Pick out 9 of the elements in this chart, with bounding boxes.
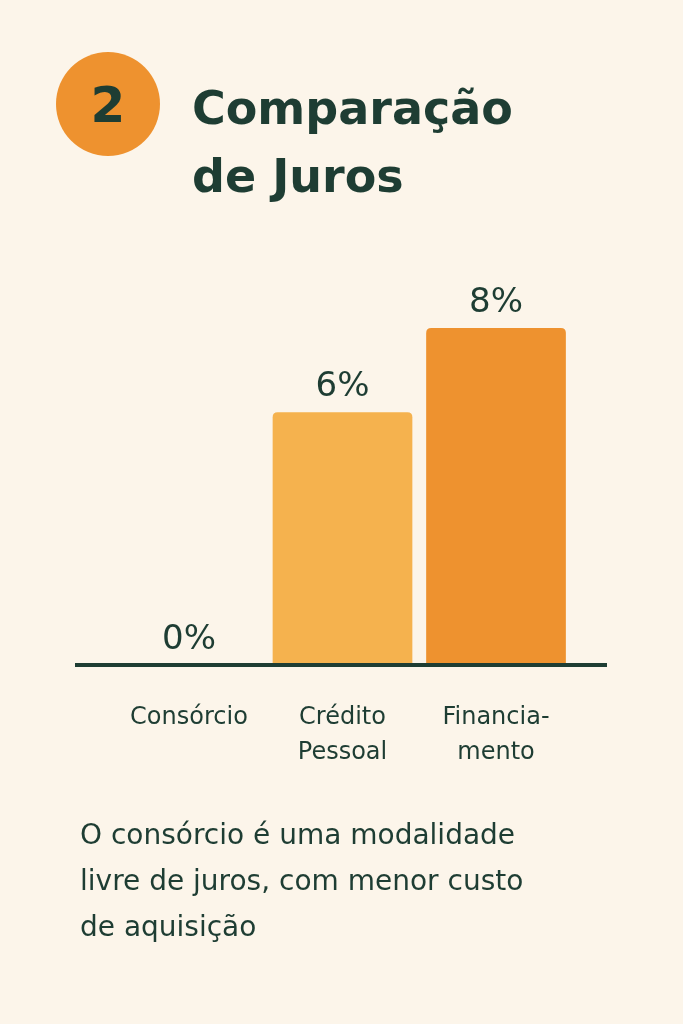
text: 2 <box>90 76 126 134</box>
x-tick-label: Crédito Pessoal <box>297 702 388 765</box>
data-label: 0% <box>162 617 216 657</box>
data-label: 6% <box>315 364 370 405</box>
text: O consórcio é uma modalidade livre de juros, com menor custo de aquisição <box>80 818 524 943</box>
data-label: 8% <box>469 280 523 320</box>
x-tick-label: Financia-mento <box>442 702 550 765</box>
chart-title: Comparação de Juros <box>192 81 513 203</box>
x-tick-label: Consórcio <box>130 702 248 730</box>
